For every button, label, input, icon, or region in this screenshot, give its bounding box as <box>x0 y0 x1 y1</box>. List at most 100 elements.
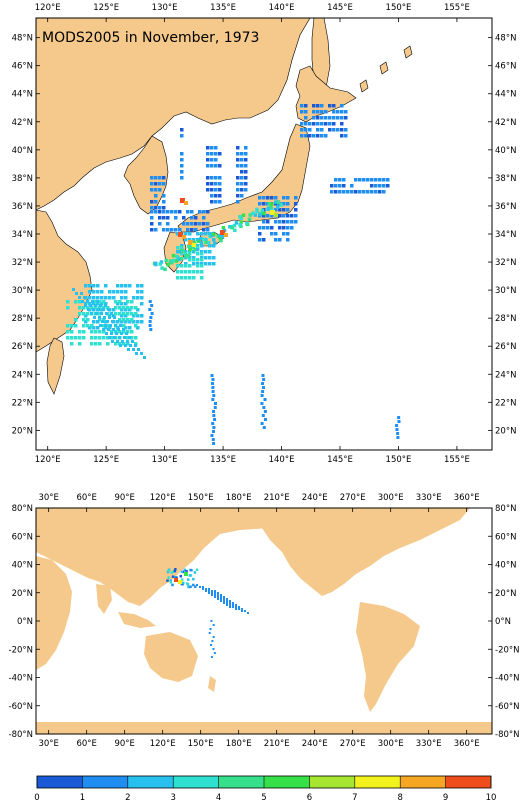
observation-cell <box>180 270 184 274</box>
world-lat-label: 0°N <box>495 617 511 627</box>
observation-cell <box>100 312 103 315</box>
observation-cell <box>112 314 116 318</box>
observation-cell <box>166 228 170 232</box>
world-lat-label: 60°N <box>495 532 516 542</box>
observation-cell <box>197 239 201 244</box>
observation-cell <box>261 386 265 389</box>
observation-cell <box>320 116 324 120</box>
observation-cell <box>122 324 126 328</box>
observation-cell <box>354 190 358 194</box>
observation-cell <box>180 276 184 280</box>
observation-cell <box>180 264 184 268</box>
observation-cell <box>211 390 215 393</box>
observation-cell <box>184 270 188 274</box>
top-lon-label: 120°E <box>35 455 61 465</box>
observation-cell <box>332 116 336 120</box>
observation-cell <box>219 238 223 243</box>
observation-cell <box>179 574 183 578</box>
observation-cell <box>92 296 96 300</box>
observation-cell <box>286 196 290 200</box>
observation-cell <box>196 252 200 256</box>
observation-cell <box>312 134 316 138</box>
observation-cell <box>214 176 218 180</box>
observation-cell <box>274 213 278 217</box>
observation-cell <box>130 312 134 316</box>
observation-cell <box>119 344 122 347</box>
observation-cell <box>120 302 124 306</box>
observation-cell <box>332 122 336 126</box>
observation-cell <box>150 222 154 226</box>
observation-cell <box>210 434 214 437</box>
observation-cell <box>125 332 128 335</box>
observation-cell <box>162 176 166 180</box>
observation-cell <box>312 122 316 126</box>
observation-cell <box>140 284 144 288</box>
observation-cell <box>162 228 166 232</box>
world-map-ticks: 30°E 30°E 60°E 60°E 90°E 90°E 120°E 120°E 150°E 1… <box>9 493 520 749</box>
observation-cell <box>236 146 240 150</box>
observation-cell <box>126 300 130 304</box>
observation-cell <box>236 152 240 156</box>
observation-cell <box>213 406 217 409</box>
observation-cell <box>208 590 210 592</box>
world-lat-label: 20°N <box>495 589 516 599</box>
observation-cell <box>320 122 324 126</box>
observation-cell <box>232 602 234 604</box>
observation-cell <box>286 238 290 242</box>
observation-cell <box>386 184 390 188</box>
observation-cell <box>154 210 158 214</box>
observation-cell <box>276 200 281 204</box>
observation-cell <box>124 326 128 330</box>
observation-cell <box>102 300 106 304</box>
observation-cell <box>94 306 98 310</box>
world-lon-label: 270°E <box>340 493 366 503</box>
observation-cell <box>240 158 244 162</box>
observation-cell <box>270 214 274 218</box>
observation-cell <box>188 232 192 236</box>
observation-cell <box>176 264 180 268</box>
observation-cell <box>229 604 231 606</box>
observation-cell <box>92 326 96 330</box>
observation-cell <box>200 258 204 262</box>
observation-cell <box>112 296 116 300</box>
observation-cell <box>224 233 228 237</box>
observation-cell <box>150 200 154 204</box>
observation-cell <box>230 225 234 230</box>
world-lon-label: 300°E <box>378 739 404 749</box>
observation-cell <box>106 320 109 323</box>
observation-cell <box>266 220 270 224</box>
observation-cell <box>118 318 122 322</box>
observation-cell <box>244 610 246 612</box>
observation-cell <box>211 386 215 389</box>
observation-cell <box>82 324 86 328</box>
indonesia <box>118 612 156 628</box>
observation-cell <box>140 320 144 324</box>
observation-cell <box>117 328 120 331</box>
observation-cell <box>191 245 195 250</box>
observation-cell <box>328 122 332 126</box>
observation-cell <box>184 264 188 268</box>
observation-cell <box>240 188 244 192</box>
observation-cell <box>78 342 82 346</box>
observation-cell <box>84 284 88 288</box>
observation-cell <box>122 312 126 316</box>
observation-cell <box>328 116 332 120</box>
observation-cell <box>196 264 200 268</box>
observation-cell <box>260 210 264 215</box>
observation-cell <box>167 576 170 579</box>
observation-cell <box>210 200 214 204</box>
observation-cell <box>166 570 170 574</box>
observation-cell <box>247 612 249 614</box>
observation-cell <box>154 200 158 204</box>
observation-cell <box>304 110 308 114</box>
top-lat-label: 34°N <box>495 230 516 240</box>
observation-cell <box>136 284 140 288</box>
colorbar-label: 8 <box>397 793 402 803</box>
observation-cell <box>206 222 210 226</box>
observation-cell <box>202 588 204 590</box>
observation-cell <box>214 158 218 162</box>
observation-cell <box>320 104 324 108</box>
observation-cell <box>212 414 216 417</box>
colorbar-segment <box>173 776 219 788</box>
observation-cell <box>258 213 262 217</box>
